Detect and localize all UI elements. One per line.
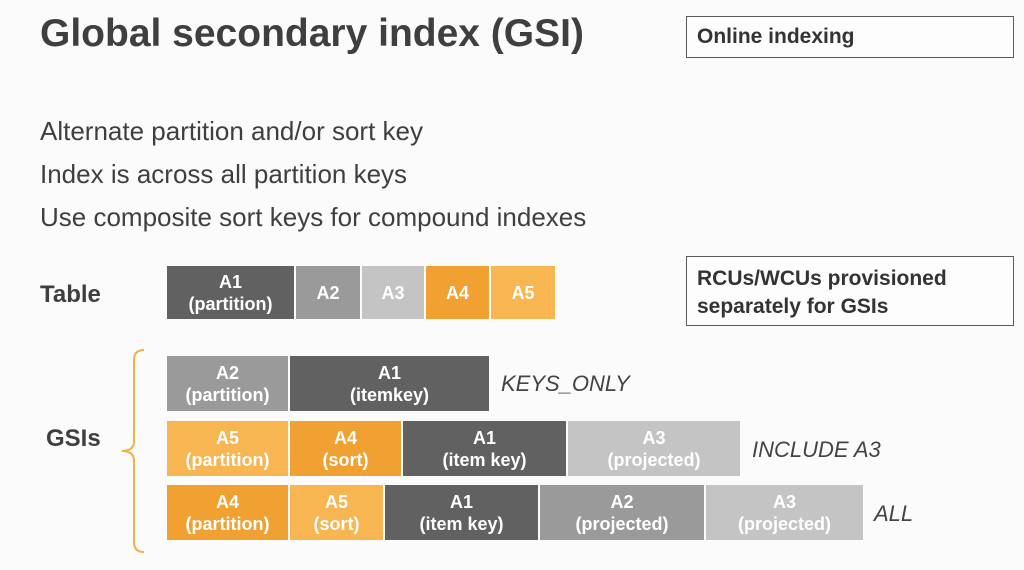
gsi-include-row: A5 (partition) A4 (sort) A1 (item key) A3 (proj…: [167, 421, 740, 476]
attribute-name: A4: [445, 282, 469, 303]
attribute-name: A4: [215, 491, 239, 512]
include-a3-tag: INCLUDE A3: [752, 437, 881, 462]
attribute-name: A5: [215, 427, 239, 448]
attribute-cell-a1: A1 (itemkey): [290, 356, 489, 411]
attribute-role: (partition): [188, 293, 273, 314]
attribute-role: (item key): [419, 513, 504, 534]
attribute-name: A3: [381, 282, 405, 303]
gsi-keys-only-row: A2 (partition) A1 (itemkey): [167, 356, 489, 411]
rcu-callout-line: separately for GSIs: [697, 295, 889, 318]
bullet-item: Alternate partition and/or sort key: [40, 116, 423, 146]
attribute-name: A4: [333, 427, 357, 448]
table-attribute-row: A1 (partition) A2 A3 A4 A5: [167, 266, 555, 319]
attribute-name: A2: [215, 362, 239, 383]
attribute-role: (itemkey): [349, 384, 430, 405]
attribute-name: A5: [511, 282, 535, 303]
attribute-cell-a5: A5: [491, 266, 555, 319]
attribute-name: A1: [377, 362, 401, 383]
attribute-role: (partition): [185, 384, 270, 405]
attribute-cell-a3: A3 (projected): [706, 485, 863, 540]
attribute-cell-a1: A1 (item key): [385, 485, 540, 540]
attribute-role: (partition): [185, 513, 270, 534]
attribute-cell-a1: A1 (item key): [403, 421, 568, 476]
attribute-cell-a4: A4 (sort): [290, 421, 403, 476]
keys-only-tag: KEYS_ONLY: [501, 371, 630, 396]
attribute-name: A1: [472, 427, 496, 448]
attribute-cell-a2: A2 (projected): [540, 485, 706, 540]
rcu-callout-line: RCUs/WCUs provisioned: [697, 267, 947, 290]
attribute-role: (partition): [185, 449, 270, 470]
attribute-cell-a4: A4 (partition): [167, 485, 290, 540]
attribute-role: (projected): [575, 513, 669, 534]
attribute-name: A3: [772, 491, 796, 512]
rcu-wcu-callout: RCUs/WCUs provisioned separately for GSI…: [686, 256, 1014, 326]
attribute-name: A3: [642, 427, 666, 448]
attribute-role: (projected): [607, 449, 701, 470]
attribute-role: (item key): [442, 449, 527, 470]
bullet-item: Use composite sort keys for compound ind…: [40, 202, 587, 232]
attribute-cell-a1: A1 (partition): [167, 266, 296, 319]
attribute-cell-a4: A4: [426, 266, 491, 319]
attribute-role: (sort): [322, 449, 369, 470]
table-label: Table: [40, 281, 101, 308]
attribute-cell-a2: A2 (partition): [167, 356, 290, 411]
attribute-name: A1: [218, 271, 242, 292]
attribute-cell-a2: A2: [296, 266, 362, 319]
attribute-name: A2: [316, 282, 340, 303]
attribute-cell-a5: A5 (partition): [167, 421, 290, 476]
attribute-cell-a3: A3: [362, 266, 426, 319]
gsis-label: GSIs: [46, 425, 101, 452]
slide-title: Global secondary index (GSI): [40, 12, 584, 55]
attribute-name: A1: [449, 491, 473, 512]
attribute-role: (sort): [313, 513, 360, 534]
attribute-name: A2: [610, 491, 634, 512]
all-tag: ALL: [874, 501, 914, 526]
gsi-all-row: A4 (partition) A5 (sort) A1 (item key) A2 (proj…: [167, 485, 863, 540]
attribute-role: (projected): [737, 513, 831, 534]
attribute-cell-a3: A3 (projected): [568, 421, 740, 476]
gsi-brace-icon: [121, 349, 145, 553]
attribute-name: A5: [324, 491, 348, 512]
attribute-cell-a5: A5 (sort): [290, 485, 385, 540]
bullet-item: Index is across all partition keys: [40, 159, 408, 189]
online-indexing-callout: Online indexing: [686, 16, 1014, 58]
bullet-list: Alternate partition and/or sort key Inde…: [40, 114, 586, 243]
